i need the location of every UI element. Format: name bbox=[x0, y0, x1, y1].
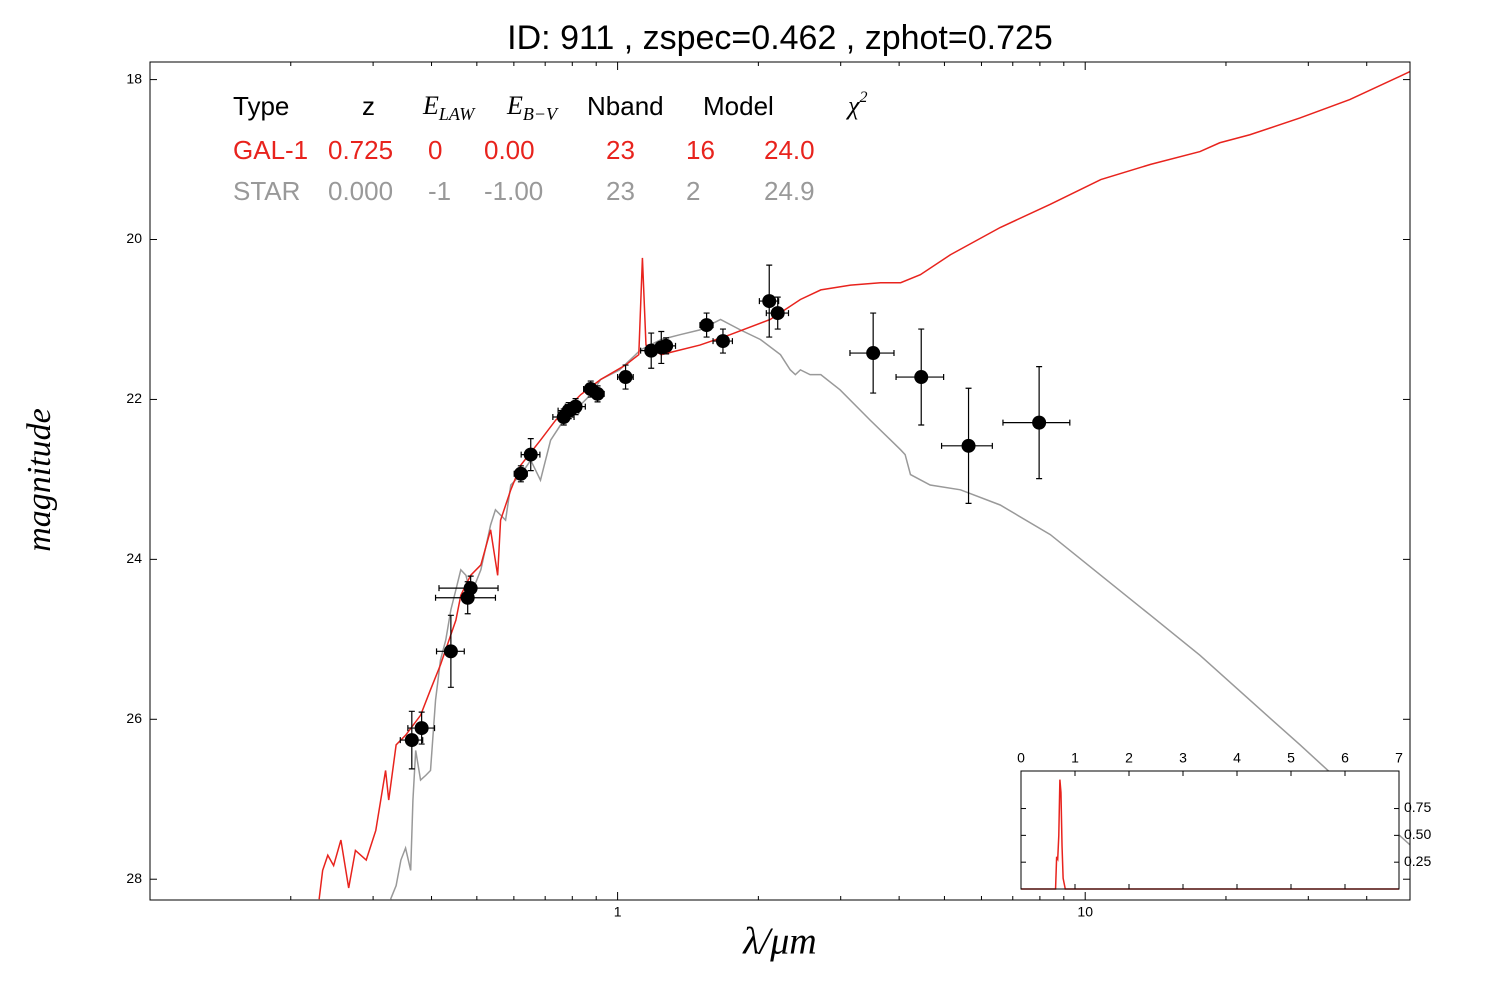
table-cell: GAL-1 bbox=[233, 135, 308, 165]
inset-x-tick-label: 2 bbox=[1125, 750, 1133, 766]
data-point bbox=[770, 306, 785, 321]
data-point bbox=[443, 644, 458, 659]
pdf-inset: 0 1 2 3 4 5 6 7 0.25 0.50 0.75 bbox=[1017, 750, 1431, 890]
table-cell: 0 bbox=[428, 135, 442, 165]
data-point bbox=[463, 581, 478, 596]
table-cell: 23 bbox=[606, 176, 635, 206]
y-axis-label: magnitude bbox=[21, 408, 58, 552]
photometry bbox=[399, 264, 1071, 770]
table-cell: 24.9 bbox=[764, 176, 815, 206]
x-axis-label: λ/μm bbox=[742, 921, 817, 963]
plot-frame bbox=[149, 61, 1411, 901]
table-cell: 0.00 bbox=[484, 135, 535, 165]
inset-y-tick-label: 0.50 bbox=[1404, 826, 1431, 842]
table-cell: 2 bbox=[686, 176, 700, 206]
inset-y-tick-label: 0.75 bbox=[1404, 799, 1431, 815]
inset-x-tick-label: 0 bbox=[1017, 750, 1025, 766]
header-symbol: E bbox=[506, 91, 523, 120]
data-point bbox=[568, 399, 583, 414]
table-cell: 0.725 bbox=[328, 135, 393, 165]
column-header: z bbox=[362, 91, 375, 121]
table-cell: -1.00 bbox=[484, 176, 543, 206]
data-point bbox=[866, 346, 881, 361]
x-tick-label: 1 bbox=[614, 904, 622, 920]
header-symbol: E bbox=[422, 91, 439, 120]
inset-x-tick-label: 7 bbox=[1395, 750, 1403, 766]
table-cell: 24.0 bbox=[764, 135, 815, 165]
table-cell: 16 bbox=[686, 135, 715, 165]
data-point bbox=[404, 733, 419, 748]
header-superscript: 2 bbox=[859, 89, 867, 106]
column-header: ELAW bbox=[422, 91, 476, 124]
data-point bbox=[715, 334, 730, 349]
inset-x-tick-label: 3 bbox=[1179, 750, 1187, 766]
column-header: χ2 bbox=[845, 89, 867, 120]
y-tick-label: 26 bbox=[126, 710, 142, 726]
column-header: EB−V bbox=[506, 91, 559, 124]
inset-y-tick-label: 0.25 bbox=[1404, 853, 1431, 869]
y-tick-label: 18 bbox=[126, 70, 142, 86]
y-tick-label: 20 bbox=[126, 230, 142, 246]
column-header: Type bbox=[233, 91, 289, 121]
table-cell: 0.000 bbox=[328, 176, 393, 206]
data-point bbox=[762, 294, 777, 309]
chart-title: ID: 911 , zspec=0.462 , zphot=0.725 bbox=[507, 19, 1053, 57]
inset-x-tick-label: 1 bbox=[1071, 750, 1079, 766]
table-cell: STAR bbox=[233, 176, 300, 206]
table-cell: -1 bbox=[428, 176, 451, 206]
inset-x-tick-label: 5 bbox=[1287, 750, 1295, 766]
column-header: Nband bbox=[587, 91, 664, 121]
inset-x-tick-label: 4 bbox=[1233, 750, 1241, 766]
header-symbol: χ bbox=[845, 91, 860, 120]
header-subscript: LAW bbox=[438, 104, 476, 124]
data-point bbox=[414, 721, 429, 736]
data-point bbox=[618, 370, 633, 385]
data-point bbox=[961, 438, 976, 453]
data-point bbox=[513, 466, 528, 481]
data-point bbox=[523, 447, 538, 462]
inset-background bbox=[1021, 771, 1399, 889]
data-point bbox=[1032, 415, 1047, 430]
data-point bbox=[590, 386, 605, 401]
y-tick-label: 22 bbox=[126, 390, 142, 406]
inset-x-tick-label: 6 bbox=[1341, 750, 1349, 766]
header-subscript: B−V bbox=[523, 104, 559, 124]
pdf-line bbox=[1021, 779, 1399, 890]
y-tick-label: 28 bbox=[126, 870, 142, 886]
column-header: Model bbox=[703, 91, 774, 121]
data-point bbox=[914, 370, 929, 385]
y-tick-label: 24 bbox=[126, 550, 142, 566]
inset-frame bbox=[1020, 770, 1400, 890]
data-point bbox=[699, 318, 714, 333]
data-point bbox=[659, 338, 674, 353]
table-cell: 23 bbox=[606, 135, 635, 165]
x-tick-label: 10 bbox=[1077, 904, 1093, 920]
